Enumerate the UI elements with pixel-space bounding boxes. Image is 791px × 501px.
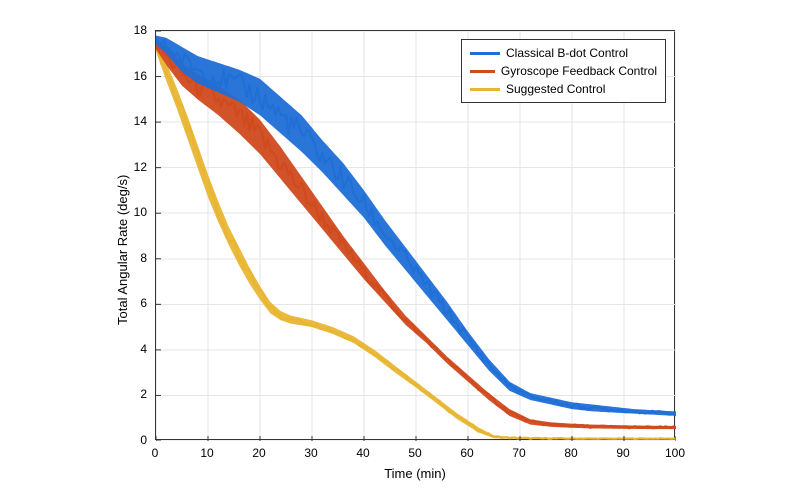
legend-label: Suggested Control — [506, 82, 605, 96]
figure-container: Classical B-dot Control Gyroscope Feedbac… — [0, 0, 791, 501]
xtick-label: 30 — [304, 446, 317, 460]
xtick-label: 80 — [564, 446, 577, 460]
xtick-label: 50 — [408, 446, 421, 460]
ytick-label: 18 — [134, 23, 147, 37]
legend-label: Classical B-dot Control — [506, 46, 628, 60]
ytick-label: 0 — [140, 433, 147, 447]
xtick-label: 0 — [152, 446, 159, 460]
ytick-label: 8 — [140, 251, 147, 265]
xtick-label: 100 — [665, 446, 685, 460]
xtick-label: 60 — [460, 446, 473, 460]
xtick-label: 70 — [512, 446, 525, 460]
xtick-label: 10 — [200, 446, 213, 460]
legend-label: Gyroscope Feedback Control — [501, 64, 657, 78]
legend-item: Classical B-dot Control — [470, 44, 657, 62]
ytick-label: 4 — [140, 342, 147, 356]
ytick-label: 2 — [140, 387, 147, 401]
ytick-label: 6 — [140, 296, 147, 310]
legend-item: Gyroscope Feedback Control — [470, 62, 657, 80]
legend-swatch — [470, 88, 500, 91]
x-axis-label: Time (min) — [384, 466, 446, 481]
legend-item: Suggested Control — [470, 80, 657, 98]
xtick-label: 90 — [616, 446, 629, 460]
xtick-label: 20 — [252, 446, 265, 460]
ytick-label: 12 — [134, 160, 147, 174]
y-axis-label: Total Angular Rate (deg/s) — [115, 175, 130, 325]
xtick-label: 40 — [356, 446, 369, 460]
ytick-label: 16 — [134, 69, 147, 83]
ytick-label: 10 — [134, 205, 147, 219]
legend-swatch — [470, 52, 500, 55]
legend-box: Classical B-dot Control Gyroscope Feedbac… — [461, 39, 666, 103]
ytick-label: 14 — [134, 114, 147, 128]
plot-area: Classical B-dot Control Gyroscope Feedbac… — [155, 30, 675, 440]
legend-swatch — [470, 70, 495, 73]
